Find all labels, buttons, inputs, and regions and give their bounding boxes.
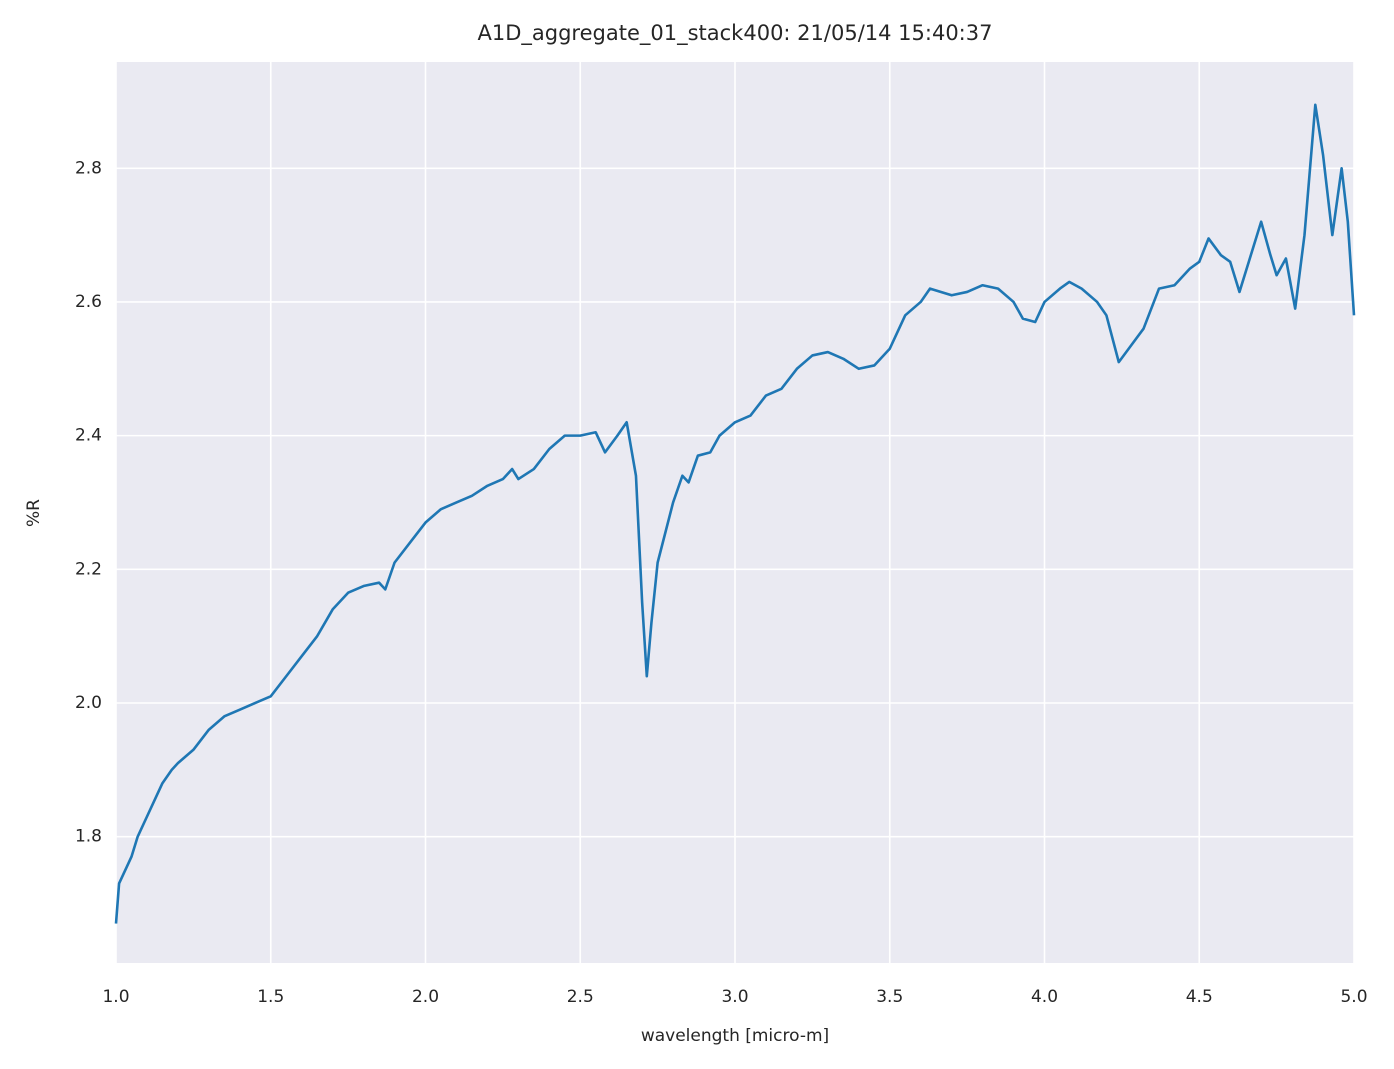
x-tick-label: 2.5 <box>567 987 594 1007</box>
grid <box>115 62 1355 963</box>
y-tick-label: 2.4 <box>75 426 102 446</box>
x-tick-label: 3.0 <box>721 987 748 1007</box>
y-tick-label: 2.8 <box>75 158 102 178</box>
data-line <box>114 103 1356 924</box>
y-tick-label: 1.8 <box>75 827 102 847</box>
y-tick-label: 2.2 <box>75 559 102 579</box>
x-tick-label: 3.5 <box>876 987 903 1007</box>
x-tick-label: 4.5 <box>1186 987 1213 1007</box>
x-axis-label: wavelength [micro-m] <box>641 1026 829 1046</box>
x-tick-label: 1.0 <box>102 987 129 1007</box>
y-tick-label: 2.6 <box>75 292 102 312</box>
x-tick-label: 4.0 <box>1031 987 1058 1007</box>
x-tick-label: 1.5 <box>257 987 284 1007</box>
x-tick-label: 2.0 <box>412 987 439 1007</box>
y-axis-label: %R <box>24 499 44 527</box>
chart-title: A1D_aggregate_01_stack400: 21/05/14 15:4… <box>478 21 993 46</box>
x-tick-label: 5.0 <box>1340 987 1367 1007</box>
y-tick-label: 2.0 <box>75 693 102 713</box>
